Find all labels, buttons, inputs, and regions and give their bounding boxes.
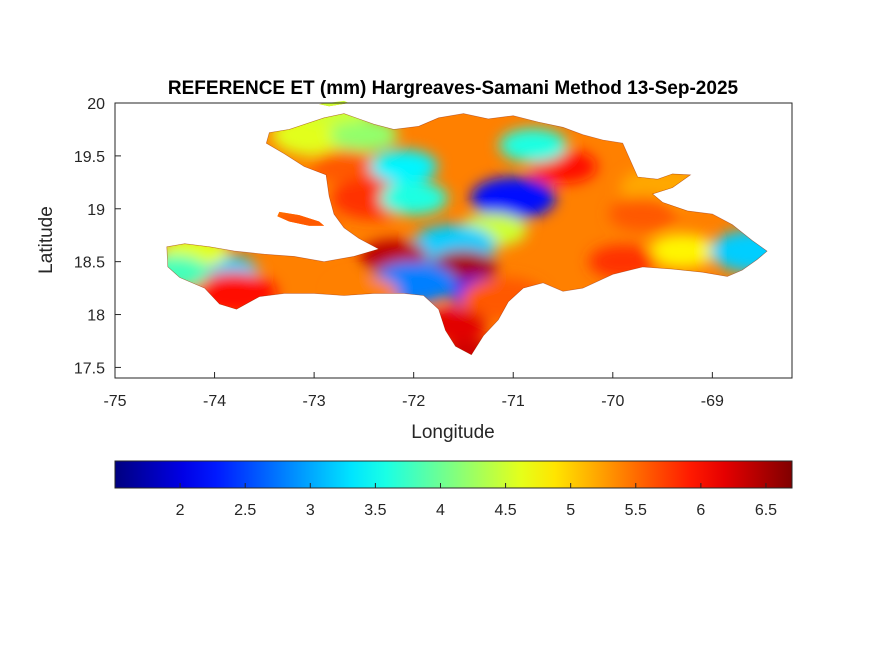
- et-region: [379, 181, 448, 216]
- colorbar-tick-label: 3.5: [364, 502, 386, 519]
- x-tick-label: -73: [303, 393, 326, 410]
- et-region: [499, 128, 568, 163]
- colorbar-tick-label: 3: [306, 502, 315, 519]
- y-tick-label: 18.5: [74, 255, 105, 272]
- colorbar-tick-label: 6: [696, 502, 705, 519]
- x-tick-label: -71: [502, 393, 525, 410]
- colorbar-tick-label: 6.5: [755, 502, 777, 519]
- x-tick-label: -74: [203, 393, 226, 410]
- y-tick-label: 19: [87, 202, 105, 219]
- colorbar-tick-label: 5: [566, 502, 575, 519]
- y-tick-label: 20: [87, 96, 105, 113]
- axes-box: [114, 102, 793, 379]
- x-tick-label: -75: [103, 393, 126, 410]
- et-region: [470, 176, 556, 220]
- hispaniola-coastline: [166, 113, 768, 356]
- y-axis-label: Latitude: [36, 206, 57, 274]
- et-region: [369, 149, 438, 184]
- colorbar-ticks: 2 2.5 3 3.5 4 4.5 5 5.5 6 6.5: [176, 483, 777, 519]
- colorbar-tick-label: 4: [436, 502, 445, 519]
- colorbar-tick-label: 2: [176, 502, 185, 519]
- colorbar-tick-label: 4.5: [494, 502, 516, 519]
- et-region: [648, 234, 717, 269]
- x-tick-label: -72: [402, 393, 425, 410]
- map-layer: [166, 100, 768, 356]
- colorbar: 2 2.5 3 3.5 4 4.5 5 5.5 6 6.5: [114, 460, 793, 519]
- x-tick-label: -69: [701, 393, 724, 410]
- chart-title: REFERENCE ET (mm) Hargreaves-Samani Meth…: [168, 78, 739, 99]
- x-tick-label: -70: [601, 393, 624, 410]
- x-axis: -75 -74 -73 -72 -71 -70 -69: [103, 372, 724, 410]
- colorbar-gradient: [114, 460, 793, 489]
- et-region: [439, 339, 508, 355]
- et-region: [310, 149, 378, 184]
- x-axis-label: Longitude: [411, 422, 494, 443]
- y-tick-label: 19.5: [74, 149, 105, 166]
- colorbar-tick-label: 2.5: [234, 502, 256, 519]
- et-region: [419, 308, 488, 343]
- et-region: [166, 255, 209, 290]
- et-region: [270, 207, 339, 242]
- y-axis: 17.5 18 18.5 19 19.5 20: [74, 96, 121, 377]
- et-region: [608, 197, 677, 232]
- y-tick-label: 18: [87, 308, 105, 325]
- et-region: [588, 244, 657, 279]
- land-group: [166, 100, 768, 355]
- y-tick-label: 17.5: [74, 360, 105, 377]
- colorbar-tick-label: 5.5: [625, 502, 647, 519]
- et-region: [709, 229, 768, 273]
